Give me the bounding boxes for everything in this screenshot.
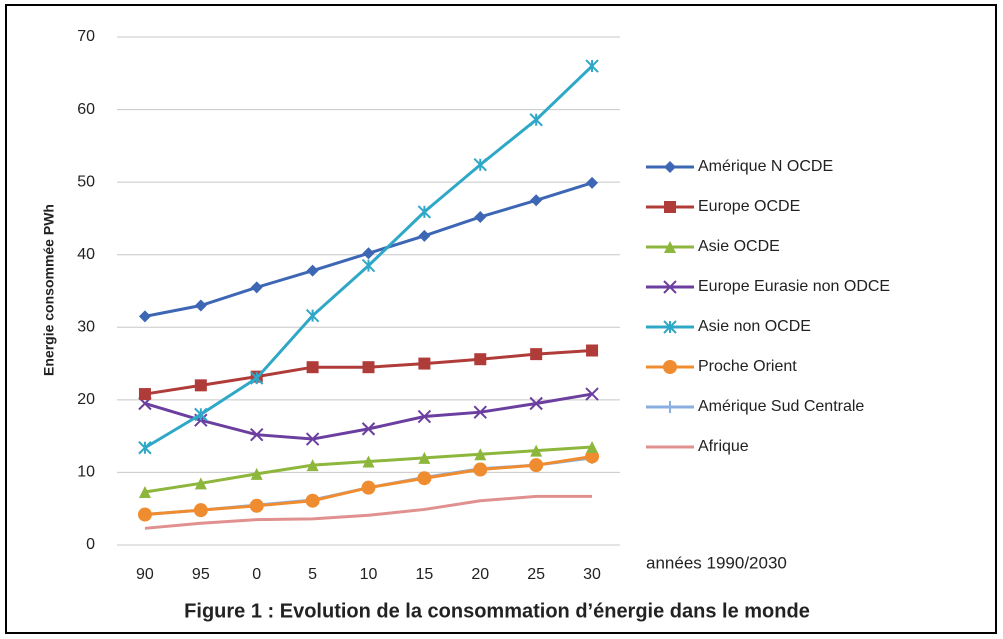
marker — [194, 379, 207, 392]
marker — [362, 361, 375, 374]
marker — [417, 205, 432, 219]
marker — [306, 264, 319, 277]
marker — [473, 462, 488, 477]
marker — [194, 299, 207, 312]
marker — [361, 258, 376, 273]
marker — [530, 444, 543, 457]
marker — [664, 161, 676, 173]
x-tick-label: 5 — [308, 566, 317, 583]
marker — [418, 357, 431, 370]
marker — [529, 396, 543, 411]
legend-label: Amérique Sud Centrale — [698, 398, 864, 415]
x-tick-label: 25 — [527, 566, 545, 583]
legend-label: Asie OCDE — [698, 238, 780, 255]
y-tick-label: 40 — [77, 246, 95, 263]
marker — [473, 405, 487, 419]
marker — [664, 201, 676, 213]
marker — [194, 477, 207, 490]
annotation: années 1990/2030 — [646, 553, 787, 572]
marker — [474, 210, 487, 223]
marker — [585, 387, 599, 401]
marker — [305, 432, 320, 446]
marker — [194, 407, 208, 422]
legend-label: Afrique — [698, 438, 749, 455]
marker — [586, 441, 599, 454]
marker — [250, 371, 264, 385]
marker — [417, 471, 432, 486]
y-tick-label: 0 — [86, 536, 95, 553]
marker — [137, 507, 152, 522]
marker — [138, 310, 151, 323]
marker — [362, 247, 375, 260]
y-axis-label: Energie consommée PWh — [41, 204, 57, 376]
series-line — [144, 494, 593, 530]
x-tick-label: 0 — [252, 566, 261, 583]
marker — [417, 409, 432, 424]
marker — [193, 503, 208, 518]
legend-label: Europe Eurasie non ODCE — [698, 278, 890, 295]
marker — [306, 459, 319, 472]
y-tick-label: 30 — [77, 319, 95, 336]
y-tick-label: 10 — [77, 464, 95, 481]
marker — [586, 344, 599, 357]
marker — [663, 280, 677, 294]
y-tick-label: 50 — [77, 173, 95, 190]
x-tick-label: 20 — [471, 566, 489, 583]
marker — [418, 451, 431, 464]
marker — [529, 458, 544, 473]
y-tick-label: 60 — [77, 101, 95, 118]
x-tick-label: 30 — [583, 566, 601, 583]
marker — [306, 361, 319, 374]
marker — [361, 422, 376, 436]
marker — [250, 467, 263, 480]
marker — [664, 241, 676, 253]
x-tick-label: 15 — [415, 566, 433, 583]
marker — [138, 441, 152, 455]
y-tick-label: 20 — [77, 391, 95, 408]
marker — [586, 176, 599, 189]
marker — [250, 427, 264, 442]
marker — [305, 493, 320, 508]
legend-label: Asie non OCDE — [698, 318, 811, 335]
marker — [530, 348, 543, 361]
frame — [5, 4, 997, 634]
y-tick-label: 70 — [77, 28, 95, 45]
marker — [530, 194, 543, 207]
marker — [362, 455, 375, 468]
marker — [418, 229, 431, 242]
marker — [138, 388, 151, 401]
marker — [473, 158, 487, 172]
x-tick-label: 95 — [192, 566, 210, 583]
legend-label: Amérique N OCDE — [698, 158, 833, 175]
marker — [249, 498, 264, 513]
marker — [663, 320, 677, 334]
marker — [664, 401, 676, 413]
marker — [250, 281, 263, 294]
marker — [663, 360, 677, 374]
legend-label: Proche Orient — [698, 358, 797, 375]
marker — [529, 113, 543, 127]
x-tick-label: 10 — [360, 566, 378, 583]
marker — [585, 59, 599, 73]
marker — [138, 486, 151, 499]
marker — [361, 480, 376, 495]
caption: Figure 1 : Evolution de la consommation … — [184, 600, 810, 622]
x-tick-label: 90 — [136, 566, 154, 583]
marker — [474, 448, 487, 461]
legend-label: Europe OCDE — [698, 198, 800, 215]
marker — [305, 308, 320, 323]
marker — [474, 353, 487, 366]
